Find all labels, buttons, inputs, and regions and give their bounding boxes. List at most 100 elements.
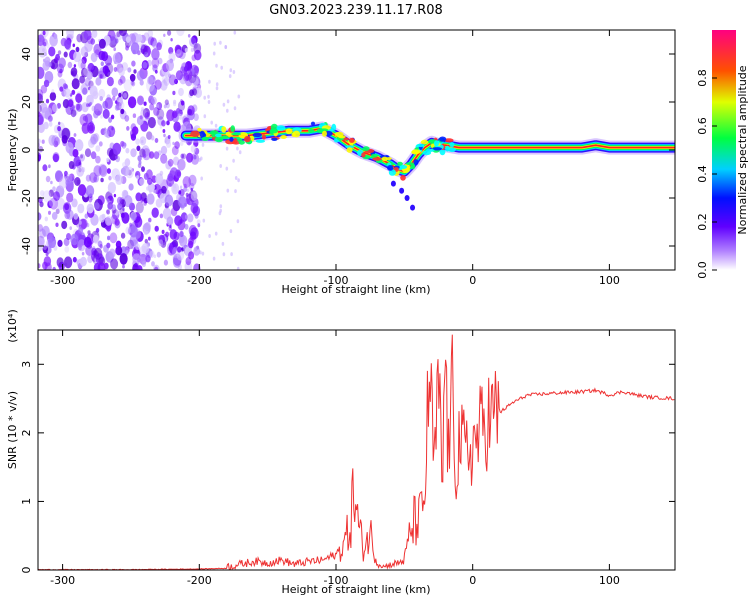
noise-blob xyxy=(130,133,137,141)
noise-blob xyxy=(210,120,213,125)
noise-blob xyxy=(131,80,136,87)
noise-blob xyxy=(106,242,111,249)
noise-blob xyxy=(140,108,148,119)
noise-blob xyxy=(140,44,149,55)
noise-blob xyxy=(167,173,174,182)
noise-blob xyxy=(72,149,79,158)
noise-blob xyxy=(70,109,77,118)
noise-blob xyxy=(42,261,48,270)
ridge-blob xyxy=(400,174,406,181)
noise-blob xyxy=(129,234,139,247)
ridge-blob xyxy=(413,159,419,166)
noise-blob xyxy=(72,43,76,48)
noise-blob xyxy=(65,179,71,187)
noise-blob xyxy=(48,189,54,197)
noise-blob xyxy=(98,50,106,61)
noise-blob xyxy=(95,227,100,233)
noise-blob xyxy=(38,66,45,79)
noise-blob xyxy=(147,30,154,38)
noise-blob xyxy=(84,113,93,125)
noise-blob xyxy=(82,115,87,121)
noise-blob xyxy=(38,228,46,239)
noise-blob xyxy=(178,87,184,97)
noise-blob xyxy=(137,96,143,104)
noise-blob xyxy=(233,30,237,35)
ridge-blob xyxy=(285,128,293,135)
noise-blob xyxy=(77,58,86,69)
noise-blob xyxy=(63,256,73,269)
noise-blob xyxy=(162,129,166,133)
noise-blob xyxy=(135,201,144,214)
noise-blob xyxy=(143,101,147,106)
noise-blob xyxy=(38,224,43,232)
noise-blob xyxy=(119,75,126,84)
ridge-blob xyxy=(361,152,366,158)
noise-blob xyxy=(120,232,126,239)
noise-blob xyxy=(132,126,139,135)
noise-blob xyxy=(228,74,232,79)
noise-blob xyxy=(215,63,218,68)
noise-blob xyxy=(99,244,103,249)
ridge-blob xyxy=(399,165,408,169)
spectrogram-y-axis-title: Frequency (Hz) xyxy=(6,109,19,192)
y-tick-label: 1 xyxy=(20,498,33,505)
noise-blob xyxy=(48,236,57,249)
noise-blob xyxy=(148,217,152,223)
noise-blob xyxy=(154,266,159,270)
noise-blob xyxy=(173,231,180,241)
noise-blob xyxy=(40,190,45,197)
noise-blob xyxy=(176,49,182,57)
noise-blob xyxy=(219,164,222,168)
noise-blob xyxy=(43,79,50,88)
noise-blob xyxy=(124,115,130,122)
noise-blob xyxy=(147,76,154,85)
noise-blob xyxy=(57,239,63,247)
noise-blob xyxy=(111,87,119,97)
noise-blob xyxy=(187,34,191,38)
noise-blob xyxy=(109,43,112,47)
ridge-blob xyxy=(416,143,425,148)
ridge-blob xyxy=(221,126,227,133)
noise-blob xyxy=(178,196,187,209)
noise-blob xyxy=(105,216,112,226)
noise-blob xyxy=(157,235,161,240)
noise-blob xyxy=(90,52,98,63)
noise-blob xyxy=(233,106,237,111)
noise-blob xyxy=(139,79,144,86)
noise-blob xyxy=(93,262,101,270)
noise-blob xyxy=(154,79,162,90)
ridge-blob xyxy=(420,139,429,145)
noise-blob xyxy=(132,253,141,265)
noise-blob xyxy=(201,142,205,147)
noise-blob xyxy=(86,71,93,80)
noise-blob xyxy=(193,263,201,270)
noise-blob xyxy=(52,153,60,163)
noise-blob xyxy=(99,164,108,177)
noise-blob xyxy=(170,38,173,42)
x-tick-label: 100 xyxy=(599,574,620,587)
snr-series-line xyxy=(38,334,675,570)
noise-blob xyxy=(125,166,134,179)
noise-blob xyxy=(100,177,104,183)
noise-blob xyxy=(153,151,160,160)
noise-blob xyxy=(178,113,183,120)
ridge-blob xyxy=(348,137,355,143)
noise-blob xyxy=(70,233,79,246)
colorbar-tick-label: 0.6 xyxy=(696,117,709,135)
noise-blob xyxy=(116,196,123,205)
noise-blob xyxy=(135,138,140,145)
ridge-blob xyxy=(276,125,286,131)
noise-blob xyxy=(177,158,186,171)
noise-blob xyxy=(56,257,64,268)
noise-blob xyxy=(193,65,199,74)
noise-blob xyxy=(106,168,111,174)
noise-blob xyxy=(42,30,46,36)
noise-blob xyxy=(49,116,53,121)
noise-blob xyxy=(58,57,66,69)
ridge-blob xyxy=(270,123,278,131)
noise-blob xyxy=(167,135,171,139)
spectrogram-marks xyxy=(38,30,675,270)
noise-blob xyxy=(106,76,114,87)
ridge-blob xyxy=(338,135,346,139)
